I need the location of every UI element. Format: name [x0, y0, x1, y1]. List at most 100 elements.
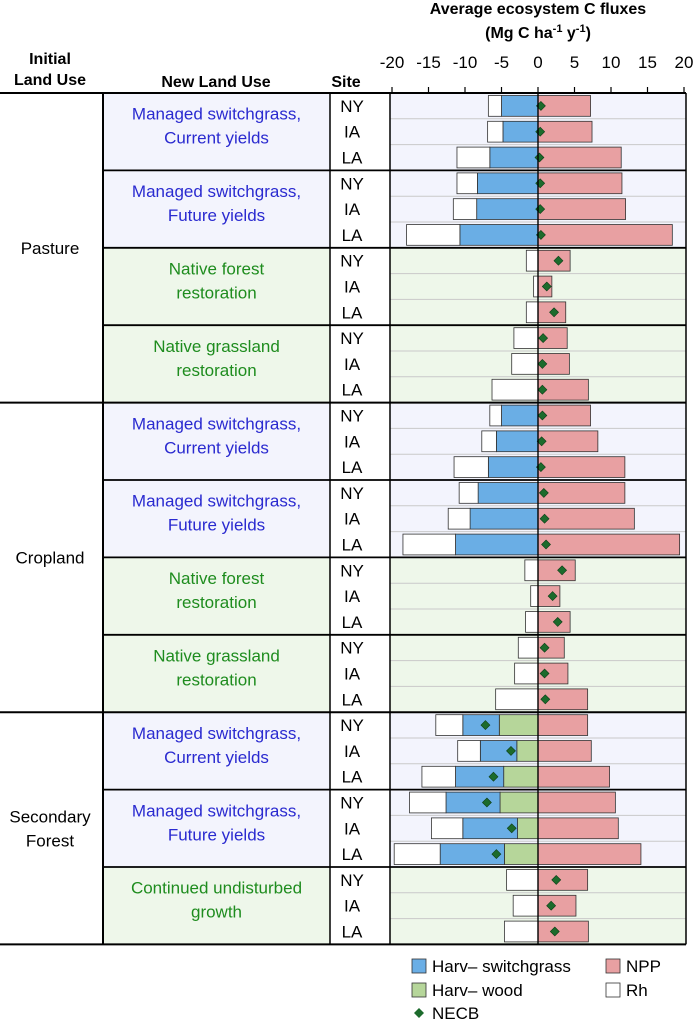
bar-npp — [537, 920, 589, 943]
chart-title-line1: Average ecosystem C fluxes — [430, 1, 647, 18]
bar-rh — [402, 533, 456, 556]
site-label: NY — [340, 407, 364, 426]
col-header-initial-line2: Land Use — [14, 72, 86, 89]
legend-label-harv-switchgrass: Harv– switchgrass — [432, 957, 571, 976]
marker-necb — [506, 823, 517, 834]
bar-rh — [456, 146, 491, 169]
legend-swatch-harv-switchgrass — [411, 958, 427, 974]
land-use-cell-bg — [103, 93, 330, 171]
land-use-cell-bg — [103, 634, 330, 713]
land-use-cell-bg — [103, 325, 330, 403]
bar-npp — [537, 869, 589, 891]
bar-npp — [537, 120, 593, 143]
bar-npp — [537, 533, 681, 556]
site-label: LA — [342, 536, 363, 555]
marker-necb — [506, 745, 516, 756]
site-label: NY — [340, 871, 364, 890]
site-label: NY — [340, 561, 364, 580]
legend-swatch-npp — [605, 958, 621, 974]
marker-necb — [539, 668, 550, 679]
bar-rh — [525, 249, 539, 272]
land-use-cell-bg — [103, 712, 330, 790]
bar-harv-switchgrass — [489, 146, 539, 169]
marker-necb — [491, 849, 502, 860]
legend: Harv– switchgrass Harv– wood NECB NPP Rh — [411, 957, 661, 1023]
site-label: LA — [342, 845, 363, 864]
legend-label-harv-wood: Harv– wood — [432, 981, 523, 1000]
marker-necb — [541, 281, 552, 292]
bar-npp — [537, 146, 622, 169]
land-use-label: restoration — [176, 671, 256, 690]
marker-necb — [551, 874, 562, 885]
site-label: IA — [344, 897, 361, 916]
col-header-initial: Initial — [29, 51, 71, 68]
bar-npp — [537, 430, 599, 453]
bar-npp — [537, 740, 592, 762]
bar-harv-wood — [503, 765, 539, 788]
bar-npp — [537, 456, 626, 478]
marker-necb — [557, 565, 568, 576]
site-label: LA — [342, 690, 363, 709]
bar-harv-switchgrass — [495, 430, 539, 453]
land-use-label: Managed switchgrass, — [132, 801, 301, 820]
legend-swatch-necb — [414, 1008, 424, 1018]
site-label: NY — [340, 639, 364, 658]
bar-rh — [457, 740, 481, 762]
x-tick-label: 15 — [638, 53, 657, 72]
marker-necb — [538, 487, 549, 498]
chart-title-line2: (Mg C ha-1 y-1) — [485, 23, 591, 42]
land-use-cell-bg — [103, 402, 330, 480]
site-label: NY — [340, 174, 364, 193]
bar-npp — [537, 482, 626, 504]
bar-npp — [537, 198, 626, 220]
site-label: IA — [344, 200, 361, 219]
land-use-label: Current yields — [164, 129, 269, 148]
bar-rh — [514, 662, 539, 685]
site-label: IA — [344, 432, 361, 451]
site-label: IA — [344, 587, 361, 606]
land-use-label: Native grassland — [153, 647, 280, 666]
land-use-label: restoration — [176, 284, 256, 303]
legend-label-rh: Rh — [626, 981, 648, 1000]
land-use-label: Native forest — [169, 569, 265, 588]
marker-necb — [541, 539, 551, 550]
land-use-label: Future yields — [168, 206, 265, 225]
land-use-label: Managed switchgrass, — [132, 724, 301, 743]
bar-rh — [487, 95, 502, 117]
initial-land-use-label: Pasture — [21, 239, 80, 258]
site-label: LA — [342, 613, 363, 632]
site-label: LA — [342, 149, 363, 168]
site-label: IA — [344, 665, 361, 684]
site-label: IA — [344, 742, 361, 761]
bar-npp — [537, 817, 619, 840]
x-tick-label: -5 — [494, 53, 509, 72]
x-tick-label: 10 — [602, 53, 621, 72]
site-label: LA — [342, 381, 363, 400]
marker-necb — [481, 797, 492, 808]
land-use-cell-bg — [103, 557, 330, 635]
legend-label-necb: NECB — [432, 1004, 479, 1023]
bar-harv-switchgrass — [445, 791, 501, 814]
initial-land-use-label: Secondary — [9, 807, 91, 826]
bar-harv-switchgrass — [502, 120, 539, 143]
site-label: NY — [340, 794, 364, 813]
legend-swatch-harv-wood — [411, 982, 427, 998]
land-use-label: Continued undisturbed — [131, 879, 302, 898]
site-label: NY — [340, 252, 364, 271]
land-use-label: restoration — [176, 361, 256, 380]
bar-rh — [525, 301, 539, 324]
marker-necb — [547, 591, 558, 602]
bar-npp — [537, 714, 589, 736]
bar-npp — [537, 95, 591, 117]
bar-npp — [537, 172, 623, 195]
marker-necb — [488, 771, 499, 782]
marker-necb — [537, 384, 548, 395]
initial-land-use-label: Cropland — [16, 548, 85, 567]
bar-rh — [517, 636, 539, 659]
bar-harv-switchgrass — [477, 172, 539, 195]
land-use-cell-bg — [103, 867, 330, 945]
x-axis-ticks: -20 -15 -10 -5 0 5 10 15 20 — [380, 53, 693, 93]
site-label: NY — [340, 97, 364, 116]
bar-rh — [491, 378, 539, 401]
